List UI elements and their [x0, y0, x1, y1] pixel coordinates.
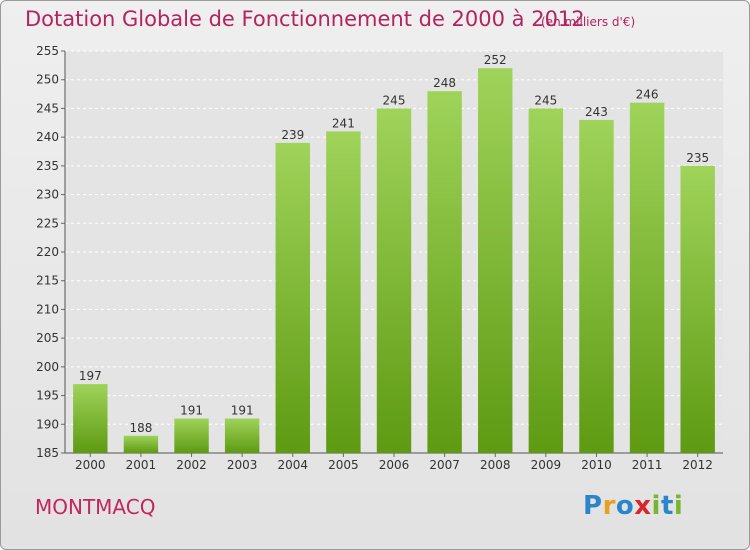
x-tick-label: 2004: [277, 458, 308, 472]
data-label: 241: [332, 116, 355, 130]
y-tick-label: 205: [36, 331, 59, 345]
bar: [326, 131, 361, 453]
logo-letter: x: [634, 491, 652, 521]
x-tick-label: 2008: [480, 458, 511, 472]
bar: [579, 119, 614, 454]
y-tick-label: 185: [36, 446, 59, 460]
commune-name: MONTMACQ: [35, 495, 156, 519]
bar: [275, 142, 310, 453]
chart-unit: (en milliers d'€): [541, 15, 636, 29]
bar: [427, 91, 462, 453]
logo-letter: o: [615, 491, 635, 521]
data-label: 235: [686, 151, 709, 165]
data-label: 248: [433, 76, 456, 90]
bar: [629, 102, 665, 453]
y-tick-label: 245: [36, 101, 59, 115]
x-tick-label: 2003: [227, 458, 258, 472]
data-label: 191: [180, 404, 203, 418]
bar: [224, 418, 260, 453]
data-label: 245: [534, 93, 557, 107]
chart-title: Dotation Globale de Fonctionnement de 20…: [25, 7, 585, 31]
x-tick-label: 2005: [328, 458, 359, 472]
x-tick-label: 2007: [429, 458, 460, 472]
x-tick-label: 2012: [682, 458, 713, 472]
y-tick-label: 235: [36, 159, 59, 173]
y-tick-label: 195: [36, 389, 59, 403]
y-tick-label: 240: [36, 130, 59, 144]
data-label: 191: [231, 404, 254, 418]
y-tick-label: 250: [36, 73, 59, 87]
x-tick-label: 2006: [379, 458, 410, 472]
y-tick-label: 230: [36, 188, 59, 202]
y-tick-label: 210: [36, 302, 59, 316]
x-tick-label: 2009: [531, 458, 562, 472]
y-tick-label: 220: [36, 245, 59, 259]
x-tick-label: 2010: [581, 458, 612, 472]
bar: [123, 435, 159, 453]
bar: [680, 165, 715, 453]
data-label: 243: [585, 105, 608, 119]
data-label: 197: [79, 369, 102, 383]
bar: [528, 108, 564, 453]
bar: [478, 68, 513, 453]
data-label: 239: [281, 128, 304, 142]
logo-letter: P: [583, 491, 603, 521]
logo-letter: i: [651, 491, 661, 521]
y-tick-label: 255: [36, 44, 59, 58]
bar: [174, 418, 209, 453]
data-label: 252: [484, 53, 507, 67]
logo-letter: r: [602, 491, 616, 521]
y-tick-label: 225: [36, 216, 59, 230]
logo-letter: t: [660, 491, 674, 521]
x-tick-label: 2001: [126, 458, 157, 472]
x-tick-label: 2002: [176, 458, 207, 472]
y-tick-label: 200: [36, 360, 59, 374]
y-tick-label: 190: [36, 417, 59, 431]
x-tick-label: 2000: [75, 458, 106, 472]
bar: [376, 108, 412, 453]
data-label: 188: [129, 421, 152, 435]
data-label: 245: [383, 93, 406, 107]
logo-letter: i: [673, 491, 684, 521]
data-label: 246: [636, 88, 659, 102]
x-tick-label: 2011: [632, 458, 663, 472]
proxiti-logo: Proxiti: [583, 491, 683, 521]
bar: [73, 384, 108, 453]
y-tick-label: 215: [36, 274, 59, 288]
